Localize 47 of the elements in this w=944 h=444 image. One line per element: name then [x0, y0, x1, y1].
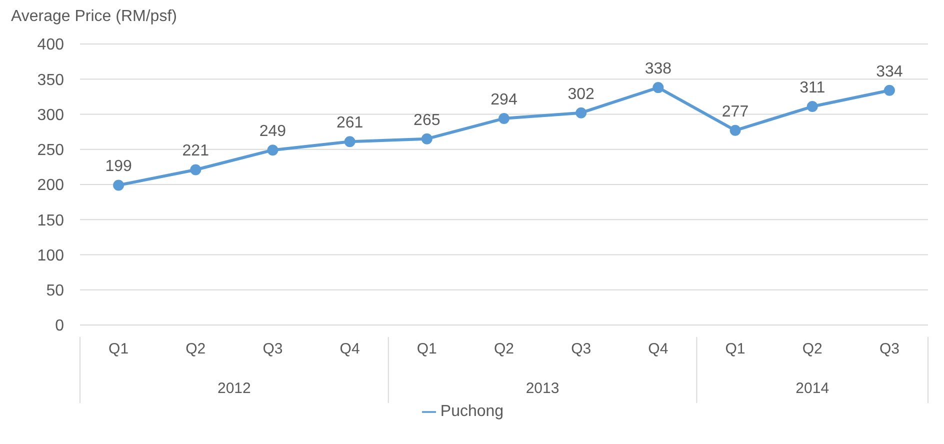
x-tick-label: Q1 [108, 340, 129, 358]
data-label: 249 [259, 123, 286, 140]
point [421, 133, 432, 144]
legend-label: Puchong [440, 403, 504, 420]
y-tick-label: 350 [37, 72, 64, 89]
point [190, 164, 202, 176]
y-tick-label: 0 [55, 318, 64, 335]
text: 2013 [526, 380, 560, 397]
data-label: 338 [644, 60, 672, 78]
y-tick-label: 100 [37, 247, 64, 264]
y-tick-label: 400 [37, 36, 64, 54]
point [267, 144, 278, 156]
x-tick-label: Q2 [186, 340, 206, 358]
data-label: 265 [414, 112, 440, 129]
x-tick-label: Q3 [262, 340, 283, 358]
data-label: 199 [105, 158, 132, 176]
point [652, 82, 664, 94]
x-tick-label: Q3 [571, 340, 592, 358]
x-tick-label: Q2 [494, 340, 514, 358]
data-label: 311 [800, 80, 826, 97]
x-tick-label: Q4 [340, 340, 360, 358]
data-label: 261 [336, 114, 364, 132]
point [730, 124, 741, 136]
data-label: 294 [490, 91, 518, 108]
text: 2014 [796, 380, 830, 397]
point [113, 180, 124, 191]
y-tick-label: 150 [37, 212, 64, 230]
text: 2012 [217, 380, 251, 397]
data-label: 302 [568, 86, 595, 103]
point [884, 84, 895, 96]
point [806, 101, 818, 112]
data-label: 334 [876, 63, 903, 80]
y-tick-label: 50 [46, 282, 64, 300]
point [576, 107, 587, 118]
point [344, 136, 356, 148]
x-tick-label: Q1 [725, 340, 746, 358]
x-tick-label: Q3 [879, 340, 900, 358]
x-tick-label: Q2 [802, 340, 822, 358]
point [498, 112, 510, 124]
y-tick-label: 200 [37, 177, 64, 194]
data-label: 277 [722, 103, 749, 120]
x-tick-label: Q4 [648, 340, 668, 358]
data-label: 221 [182, 142, 210, 160]
x-tick-label: Q1 [416, 340, 437, 358]
y-tick-label: 250 [37, 142, 64, 160]
y-axis-title: Average Price (RM/psf) [11, 8, 177, 26]
y-tick-label: 300 [37, 106, 64, 124]
